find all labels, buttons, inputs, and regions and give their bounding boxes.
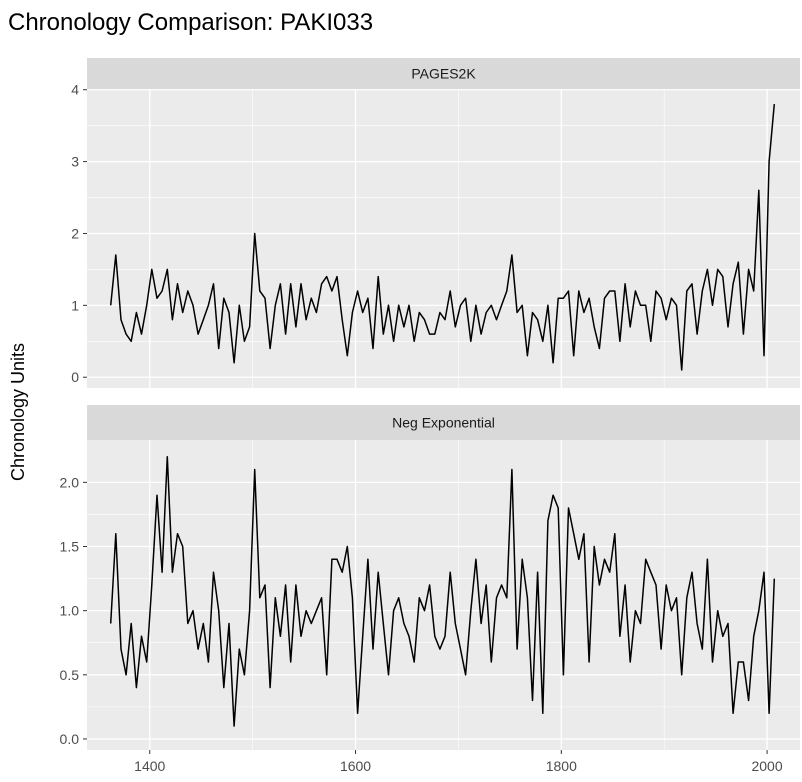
x-tick-label: 1800	[546, 758, 577, 774]
x-tick-label: 2000	[751, 758, 782, 774]
panel-background	[87, 440, 800, 750]
facet-strip	[87, 405, 800, 440]
series-line	[109, 455, 776, 727]
y-tick-label: 2.0	[60, 474, 80, 490]
facet-label: PAGES2K	[411, 66, 476, 82]
facet-strip	[87, 58, 800, 89]
y-tick-label: 1	[71, 297, 79, 313]
y-axis-title: Chronology Units	[8, 343, 28, 481]
y-tick-label: 3	[71, 154, 79, 170]
y-tick-label: 0.5	[60, 667, 80, 683]
y-tick-label: 4	[71, 82, 79, 98]
panel-background	[87, 89, 800, 388]
x-tick-label: 1600	[340, 758, 371, 774]
facet-label: Neg Exponential	[392, 415, 495, 431]
series-line	[109, 104, 776, 371]
y-tick-label: 1.5	[60, 538, 80, 554]
chart-title: Chronology Comparison: PAKI033	[8, 9, 373, 36]
y-tick-label: 0	[71, 369, 79, 385]
y-tick-label: 0.0	[60, 731, 80, 747]
y-tick-label: 1.0	[60, 603, 80, 619]
x-tick-label: 1400	[134, 758, 165, 774]
y-tick-label: 2	[71, 225, 79, 241]
